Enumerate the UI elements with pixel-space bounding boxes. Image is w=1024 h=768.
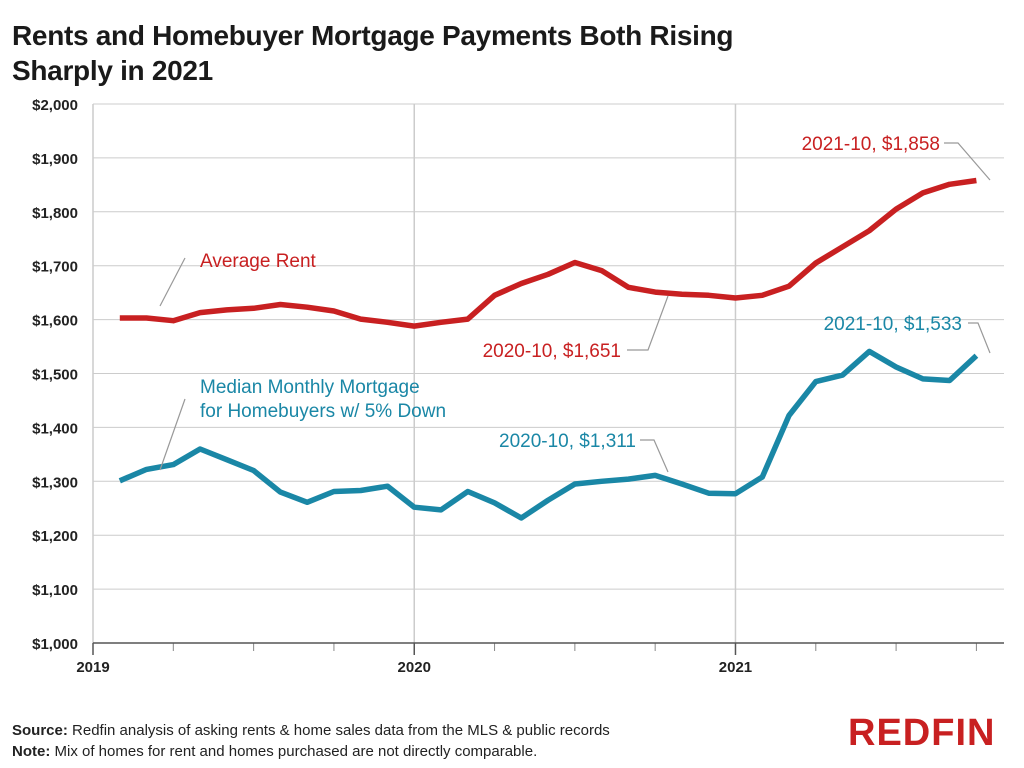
note-line: Note: Mix of homes for rent and homes pu… (12, 741, 610, 762)
y-tick-label: $1,100 (32, 582, 78, 599)
y-tick-label: $1,000 (32, 636, 78, 653)
y-tick-label: $1,200 (32, 528, 78, 545)
series-label-median-mortgage-line2: for Homebuyers w/ 5% Down (200, 401, 446, 422)
source-label: Source: (12, 722, 68, 739)
data-label-rent-2021-10: 2021-10, $1,858 (802, 134, 940, 155)
x-tick-label: 2019 (76, 659, 109, 676)
series-line-median-mortgage (118, 348, 979, 521)
y-tick-label: $1,500 (32, 367, 78, 384)
chart-title: Rents and Homebuyer Mortgage Payments Bo… (12, 20, 734, 86)
annotations: Average Rent 2020-10, $1,651 2021-10, $1,8… (159, 134, 991, 473)
leader-rent-2020-10 (627, 295, 669, 351)
source-line: Source: Redfin analysis of asking rents … (12, 720, 610, 741)
y-tick-label: $1,400 (32, 420, 78, 437)
gridlines (92, 103, 1004, 644)
y-tick-label: $1,600 (32, 313, 78, 330)
y-axis-tick-labels: $1,000 $1,100 $1,200 $1,300 $1,400 $1,500 $1,6… (32, 97, 78, 653)
leader-mortgage-2020-10 (640, 439, 669, 473)
data-label-mortgage-2020-10: 2020-10, $1,311 (499, 431, 636, 452)
y-tick-label: $1,800 (32, 205, 78, 222)
x-tick-label: 2020 (398, 659, 431, 676)
y-tick-label: $2,000 (32, 97, 78, 114)
x-tick-label: 2021 (719, 659, 752, 676)
series-label-median-mortgage-line1: Median Monthly Mortgage (200, 377, 420, 398)
source-text: Redfin analysis of asking rents & home s… (67, 722, 610, 739)
leader-average-rent (159, 257, 186, 307)
series-label-average-rent: Average Rent (200, 251, 317, 272)
redfin-logo: REDFIN (848, 712, 996, 754)
y-tick-label: $1,700 (32, 259, 78, 276)
note-label: Note: (12, 743, 51, 760)
line-chart: $1,000 $1,100 $1,200 $1,300 $1,400 $1,500 $1,6… (32, 97, 1004, 676)
leader-mortgage-2021-10 (968, 322, 991, 354)
series-lines (118, 177, 979, 521)
x-axis: 2019 2020 2021 (76, 642, 1004, 676)
y-tick-label: $1,900 (32, 151, 78, 168)
data-label-mortgage-2021-10: 2021-10, $1,533 (824, 314, 962, 335)
footer: Source: Redfin analysis of asking rents … (12, 720, 610, 762)
y-tick-label: $1,300 (32, 474, 78, 491)
leader-rent-2021-10 (944, 142, 991, 181)
series-line-average-rent (119, 177, 977, 329)
note-text: Mix of homes for rent and homes purchase… (50, 743, 538, 760)
data-label-rent-2020-10: 2020-10, $1,651 (483, 341, 621, 362)
leader-median-mortgage (159, 398, 186, 471)
